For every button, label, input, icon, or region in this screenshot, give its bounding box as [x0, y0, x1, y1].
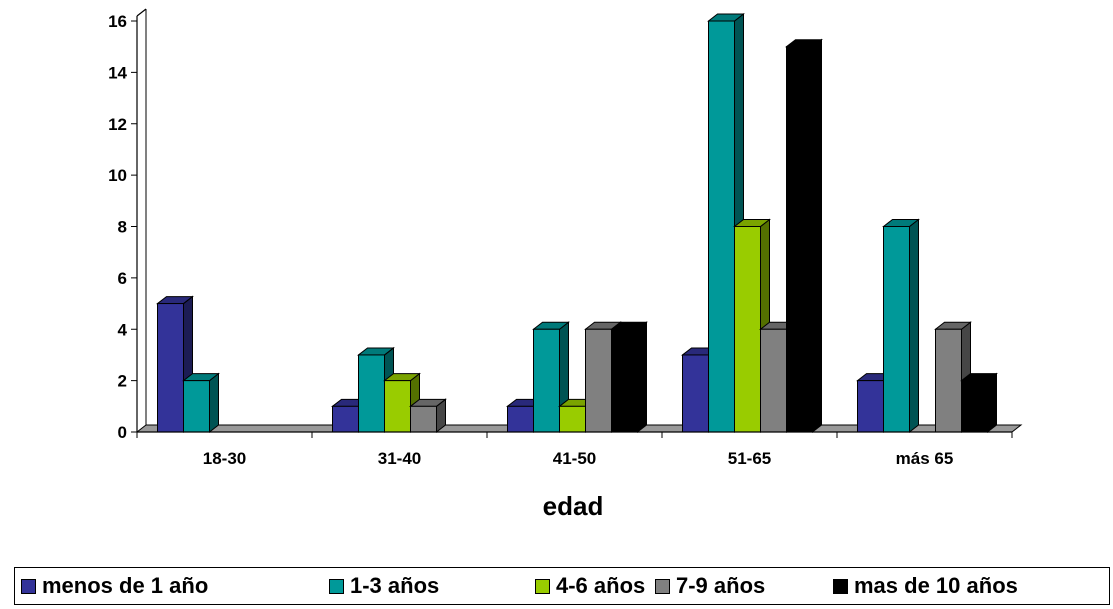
y-tick-label: 4 — [118, 320, 128, 339]
bar-front-face — [734, 226, 761, 433]
y-tick-label: 14 — [108, 63, 127, 82]
bar-front-face — [883, 226, 910, 433]
y-axis-ticks: 0 2 4 6 8 10 12 14 16 — [108, 12, 137, 442]
x-axis-title: edad — [543, 491, 604, 521]
bar-side-face — [909, 218, 919, 434]
y-tick-label: 10 — [108, 166, 127, 185]
bar-front-face — [682, 354, 709, 433]
bar-front-face — [786, 46, 813, 433]
x-tick-label: más 65 — [896, 449, 954, 468]
legend-label: menos de 1 año — [42, 573, 209, 598]
bar-side-face — [209, 372, 219, 434]
bar-front-face — [507, 405, 534, 433]
bar-front-face — [332, 405, 359, 433]
x-tick-label: 41-50 — [553, 449, 596, 468]
bar-front-face — [358, 354, 385, 433]
bar-front-face — [708, 20, 735, 433]
legend-item: menos de 1 año — [21, 568, 208, 604]
y-tick-label: 8 — [118, 218, 127, 237]
legend-swatch — [535, 578, 550, 594]
y-tick-label: 2 — [118, 372, 127, 391]
bar-side-face — [987, 372, 997, 434]
legend-item: 4-6 años — [535, 568, 645, 604]
bar-front-face — [585, 328, 612, 433]
legend-label: 4-6 años — [556, 573, 646, 598]
bar-front-face — [559, 405, 586, 433]
legend-swatch — [329, 578, 344, 594]
bar-mas-de-10-años-41-50 — [610, 321, 648, 434]
legend-label: 7-9 años — [676, 573, 766, 598]
legend-item: mas de 10 años — [833, 568, 1018, 604]
bar-side-face — [812, 38, 822, 434]
y-tick-label: 12 — [108, 115, 127, 134]
bar-side-face — [637, 321, 647, 434]
legend-label: mas de 10 años — [854, 573, 1018, 598]
bar-1-3-años-más 65 — [882, 218, 920, 434]
bar-front-face — [157, 303, 184, 433]
bar-7-9-años-31-40 — [409, 398, 447, 434]
legend-item: 7-9 años — [655, 568, 765, 604]
chart-legend: menos de 1 año 1-3 años 4-6 años 7-9 años ma… — [14, 567, 1110, 605]
bar-front-face — [410, 405, 437, 433]
bar-front-face — [533, 328, 560, 433]
legend-swatch — [655, 578, 670, 594]
legend-swatch — [21, 578, 36, 594]
y-tick-label: 16 — [108, 12, 127, 31]
x-tick-label: 18-30 — [203, 449, 246, 468]
bar-front-face — [961, 380, 988, 433]
y-axis-top-edge — [136, 8, 147, 17]
bar-mas-de-10-años-51-65 — [785, 38, 823, 434]
bar-front-face — [760, 328, 787, 433]
bar-front-face — [857, 380, 884, 433]
y-tick-label: 0 — [118, 423, 127, 442]
bar-1-3-años-18-30 — [182, 372, 220, 434]
legend-item: 1-3 años — [329, 568, 439, 604]
bar-menos-de-1-año-18-30 — [156, 295, 194, 434]
bar-chart: 0 2 4 6 8 10 12 14 16 18-30 31-40 41-50 51-65 más 65… — [108, 8, 1023, 521]
y-tick-label: 6 — [118, 269, 127, 288]
bar-mas-de-10-años-más 65 — [960, 372, 998, 434]
legend-swatch — [833, 578, 848, 594]
bar-front-face — [611, 328, 638, 433]
x-axis-ticks: 18-30 31-40 41-50 51-65 más 65 — [136, 431, 1013, 468]
legend-label: 1-3 años — [350, 573, 440, 598]
x-tick-label: 31-40 — [378, 449, 421, 468]
chart-bars — [156, 12, 998, 434]
bar-front-face — [384, 380, 411, 433]
bar-front-face — [935, 328, 962, 433]
x-tick-label: 51-65 — [728, 449, 771, 468]
bar-front-face — [183, 380, 210, 433]
